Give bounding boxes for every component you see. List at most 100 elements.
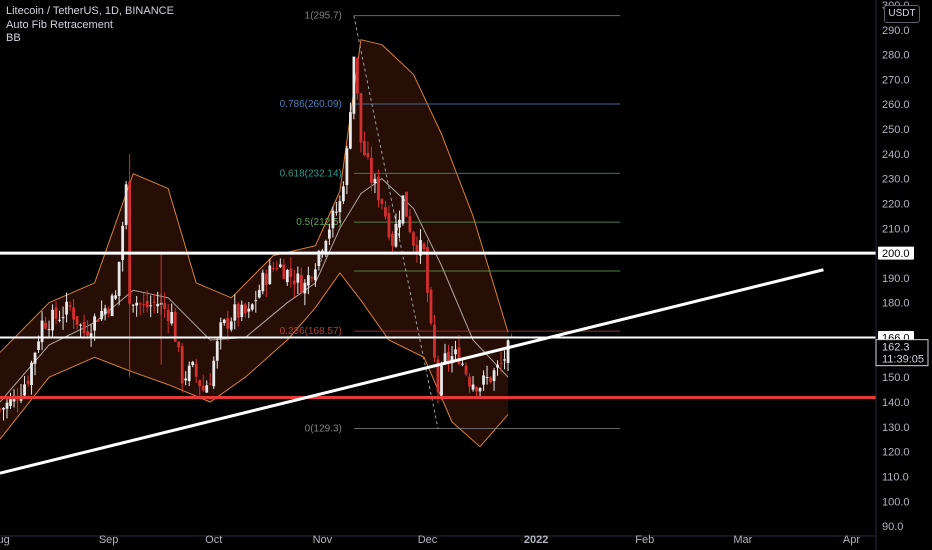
price-tag-200: 200.0 (882, 248, 910, 260)
time-tick-label: Dec (418, 534, 438, 546)
currency-button[interactable]: USDT (884, 5, 920, 23)
price-tick-label: 240.0 (882, 149, 910, 161)
price-tick-label: 250.0 (882, 124, 910, 136)
candle-body (131, 304, 135, 306)
candle-body (447, 351, 450, 362)
countdown-tag: 11:39:05 (882, 354, 924, 366)
candle-body (142, 304, 146, 306)
candle-body (212, 360, 216, 387)
candle-body (289, 268, 293, 277)
candle-body (341, 186, 345, 202)
price-tag-200-bg (878, 246, 914, 260)
candle-body (72, 307, 75, 320)
candle-body (243, 304, 247, 314)
candle-body (149, 305, 153, 307)
indicator-bb-label[interactable]: BB (6, 32, 21, 44)
candle-body (180, 346, 184, 384)
horizontal-levels (0, 251, 876, 475)
candle-body (100, 310, 104, 320)
price-tick-label: 270.0 (882, 74, 910, 86)
candle-body (380, 199, 384, 205)
trendline (0, 268, 824, 475)
time-tick-label: Nov (313, 534, 333, 546)
candle-body (485, 377, 489, 379)
time-tick-label: Apr (843, 534, 860, 546)
candle-body (156, 303, 160, 307)
candle-body (352, 56, 356, 114)
price-tick-label: 100.0 (882, 496, 910, 508)
candle-body (370, 157, 373, 183)
candle-body (331, 210, 335, 229)
candle-body (363, 141, 366, 156)
time-tick-label: 2022 (524, 534, 548, 546)
last-price-tag: 162.3 (882, 342, 910, 354)
candle-body (401, 195, 405, 224)
candle-body (103, 308, 107, 315)
time-axis[interactable]: Aug Sep Oct Nov Dec 2022 Feb Mar Apr (0, 534, 876, 546)
candle-body (499, 362, 503, 364)
candle-body (419, 240, 422, 256)
candle-body (23, 384, 26, 396)
indicator-fib-label[interactable]: Auto Fib Retracement (6, 19, 113, 31)
candle-body (9, 398, 12, 406)
candle-body (264, 273, 268, 285)
candle-body (349, 112, 352, 149)
candle-body (240, 304, 244, 317)
candle-body (334, 211, 338, 213)
price-tick-label: 130.0 (882, 422, 910, 434)
candle-body (433, 324, 436, 358)
candle-body (145, 301, 149, 308)
candle-body (478, 388, 482, 392)
candle-body (44, 322, 47, 329)
candle-body (313, 269, 317, 281)
candle-body (429, 289, 433, 324)
candle-body (187, 365, 191, 381)
price-tick-label: 150.0 (882, 372, 910, 384)
candle-body (54, 307, 58, 319)
candle-body (61, 317, 65, 319)
candle-body (194, 363, 198, 377)
symbol-title[interactable]: Litecoin / TetherUS, 1D, BINANCE (6, 5, 174, 17)
candle-body (135, 302, 139, 306)
candle-body (30, 362, 33, 385)
candle-body (198, 380, 202, 387)
candle-body (489, 377, 492, 383)
candle-body (373, 178, 377, 184)
price-tick-label: 210.0 (882, 223, 910, 235)
candle-body (236, 303, 240, 318)
candle-body (394, 223, 398, 247)
time-tick-label: Mar (733, 534, 752, 546)
candle-body (310, 277, 314, 279)
candle-body (306, 275, 310, 286)
candle-body (496, 364, 499, 368)
candle-body (492, 370, 496, 382)
candle-body (457, 347, 461, 364)
candle-body (247, 308, 251, 312)
candle-body (303, 282, 307, 294)
candle-body (257, 290, 261, 298)
candle-body (387, 213, 391, 238)
price-tick-label: 260.0 (882, 99, 910, 111)
fib-level-label: 0.236(168.57) (280, 326, 342, 337)
candle-body (359, 93, 363, 143)
price-axis[interactable]: 90.0100.0110.0120.0130.0140.0150.0160.01… (875, 0, 910, 550)
candle-body (110, 295, 114, 317)
fib-level-label: 0(129.3) (305, 424, 342, 435)
fib-level-label: 1(295.7) (305, 11, 342, 22)
candle-body (166, 309, 170, 321)
candle-body (384, 207, 387, 217)
candle-body (324, 240, 328, 252)
last-price-tag-bg (875, 339, 929, 367)
candle-body (250, 304, 254, 310)
candle-body (33, 352, 37, 364)
time-tick-label: Feb (635, 534, 654, 546)
candle-body (0, 408, 2, 410)
candle-body (254, 300, 258, 302)
candle-body (506, 340, 510, 364)
candle-body (454, 349, 457, 355)
candle-body (482, 375, 485, 385)
fib-level-label: 0.786(260.09) (280, 99, 342, 110)
candle-body (468, 376, 471, 387)
